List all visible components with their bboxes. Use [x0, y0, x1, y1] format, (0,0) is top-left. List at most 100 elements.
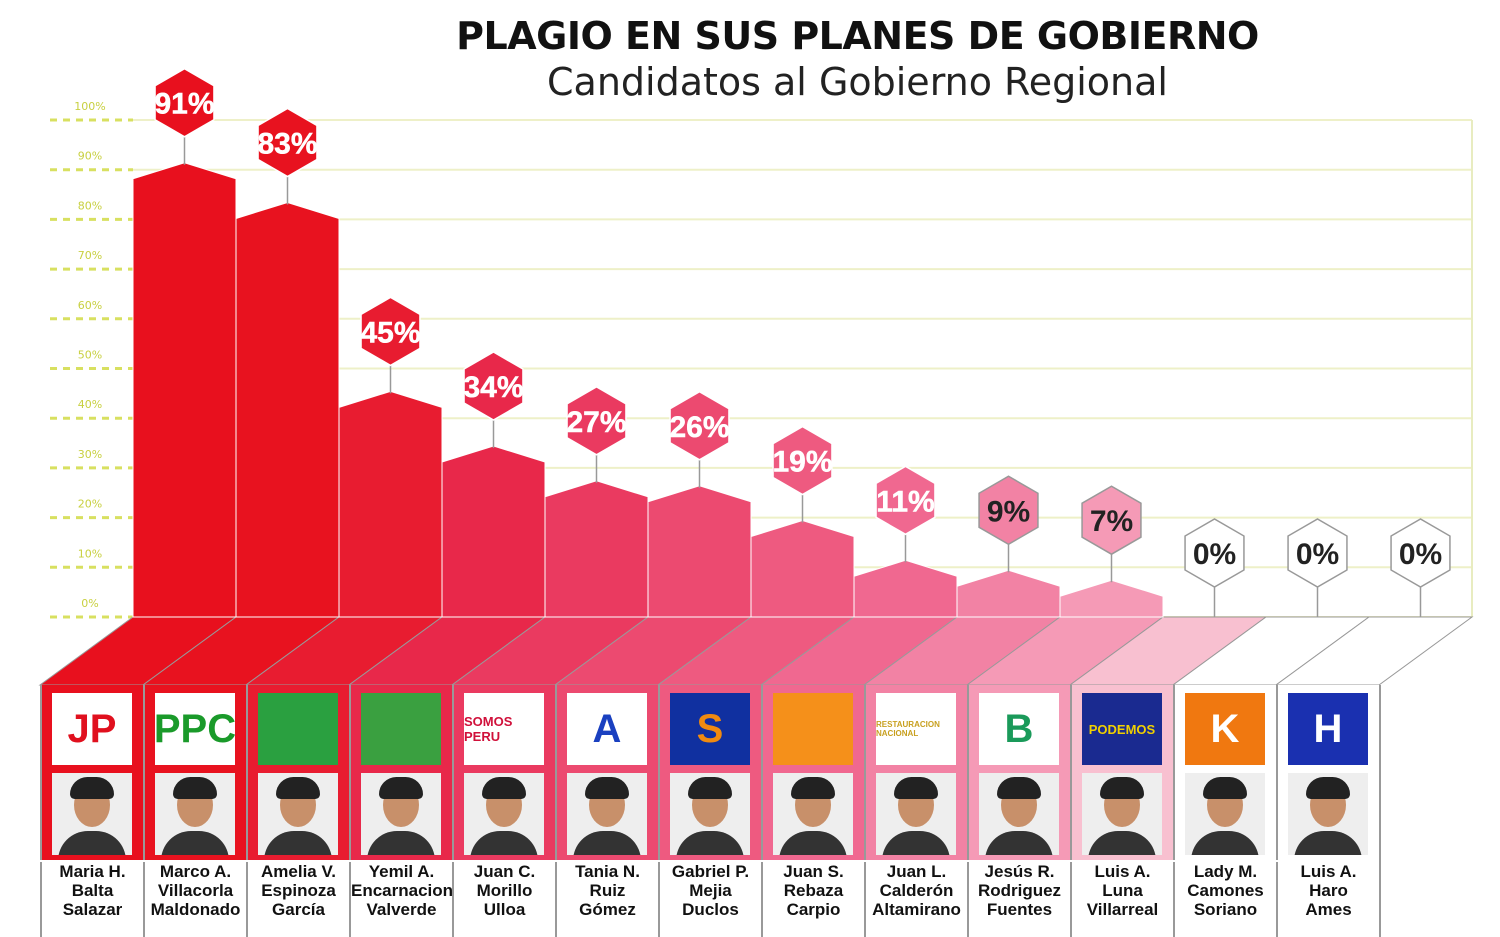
data-label: 45% — [360, 316, 420, 349]
candidate-name-line: Salazar — [62, 900, 123, 919]
value-hexagon — [669, 390, 730, 461]
candidate-name-line: Lady M. — [1193, 862, 1258, 881]
candidate-photo — [52, 773, 132, 855]
value-hexagon — [463, 351, 524, 421]
value-hexagon — [1390, 518, 1451, 588]
candidate-photo — [1082, 773, 1162, 855]
candidate-name: Juan L. Calderón Altamirano — [864, 862, 967, 937]
value-hexagon — [772, 425, 833, 496]
candidate-name-line: Valverde — [366, 900, 437, 919]
card-right-border — [1379, 685, 1381, 937]
candidate-card: S — [658, 685, 761, 860]
candidate-photo — [670, 773, 750, 855]
value-hexagon — [257, 107, 318, 178]
candidate-name-line: Ruiz — [589, 881, 626, 900]
candidate-name-line: Soriano — [1193, 900, 1258, 919]
candidate-name: Amelia V. Espinoza García — [246, 862, 349, 937]
value-hexagon — [875, 465, 936, 536]
value-hexagon — [154, 67, 215, 138]
candidate-name-line: Rodriguez — [977, 881, 1062, 900]
candidate-name-line: Calderón — [879, 881, 954, 900]
candidate-name: Juan C. Morillo Ulloa — [452, 862, 555, 937]
party-logo — [361, 693, 441, 765]
candidate-name-line: Yemil A. — [368, 862, 435, 881]
bar — [544, 480, 649, 618]
data-label: 7% — [1090, 505, 1133, 538]
candidate-card — [761, 685, 864, 860]
candidate-card: PODEMOS — [1070, 685, 1173, 860]
candidate-card — [349, 685, 452, 860]
party-logo: B — [979, 693, 1059, 765]
y-tick-label: 50% — [78, 349, 102, 362]
candidate-photo — [567, 773, 647, 855]
candidate-name-line: Luis A. — [1300, 862, 1357, 881]
candidate-card: SOMOS PERU — [452, 685, 555, 860]
bar — [235, 201, 340, 618]
candidate-name-line: Gómez — [579, 900, 636, 919]
candidate-photo — [1185, 773, 1265, 855]
party-logo: H — [1288, 693, 1368, 765]
data-label: 0% — [1296, 538, 1339, 571]
candidate-name-line: Balta — [71, 881, 114, 900]
candidate-name-line: Haro — [1309, 881, 1348, 900]
bar — [1059, 579, 1164, 618]
bar — [956, 569, 1061, 618]
y-tick-label: 10% — [78, 547, 102, 560]
candidate-name: Jesús R. Rodriguez Fuentes — [967, 862, 1070, 937]
party-logo: JP — [52, 693, 132, 765]
candidate-name: Luis A. Haro Ames — [1276, 862, 1379, 937]
bar — [132, 162, 237, 618]
party-logo: A — [567, 693, 647, 765]
candidate-name-line: Juan L. — [886, 862, 947, 881]
chart-title: PLAGIO EN SUS PLANES DE GOBIERNO — [456, 14, 1259, 58]
candidate-card: K — [1173, 685, 1276, 860]
bar — [441, 445, 546, 618]
candidate-name-line: Marco A. — [159, 862, 232, 881]
party-logo: PODEMOS — [1082, 693, 1162, 765]
candidate-name-line: Amelia V. — [261, 862, 336, 881]
candidate-card — [246, 685, 349, 860]
candidate-card: B — [967, 685, 1070, 860]
data-label: 26% — [669, 411, 729, 444]
candidate-photo — [258, 773, 338, 855]
candidate-card: JP — [40, 685, 143, 860]
party-logo: SOMOS PERU — [464, 693, 544, 765]
candidate-photo — [361, 773, 441, 855]
data-label: 27% — [566, 406, 626, 439]
bar — [647, 485, 752, 618]
candidate-name: Maria H. Balta Salazar — [40, 862, 143, 937]
y-tick-label: 60% — [78, 299, 102, 312]
candidate-photo — [464, 773, 544, 855]
party-logo: S — [670, 693, 750, 765]
value-hexagon — [978, 475, 1039, 546]
candidate-name-line: Gabriel P. — [671, 862, 750, 881]
bar — [338, 390, 443, 618]
candidate-card: RESTAURACION NACIONAL — [864, 685, 967, 860]
value-hexagon — [1287, 518, 1348, 588]
party-logo — [258, 693, 338, 765]
candidate-name-line: Altamirano — [872, 900, 961, 919]
candidate-name-line: Ulloa — [483, 900, 526, 919]
candidate-name-line: Camones — [1187, 881, 1264, 900]
value-hexagon — [360, 296, 421, 367]
data-label: 9% — [987, 495, 1030, 528]
candidate-name: Lady M. Camones Soriano — [1173, 862, 1276, 937]
candidate-card: PPC — [143, 685, 246, 860]
data-label: 11% — [876, 485, 934, 518]
candidate-photo — [1288, 773, 1368, 855]
candidate-name-line: Ames — [1305, 900, 1352, 919]
candidate-name-line: Rebaza — [783, 881, 844, 900]
candidate-name-line: Juan C. — [473, 862, 536, 881]
candidate-name-line: Luis A. — [1094, 862, 1151, 881]
data-label: 0% — [1399, 538, 1442, 571]
candidate-name-line: Tania N. — [575, 862, 640, 881]
y-tick-label: 20% — [78, 498, 102, 511]
data-label: 83% — [257, 127, 317, 160]
candidate-name: Luis A. Luna Villarreal — [1070, 862, 1173, 937]
data-label: 0% — [1193, 538, 1236, 571]
value-hexagon — [566, 385, 627, 456]
candidate-name-line: Encarnacion — [351, 881, 454, 900]
value-hexagon — [1081, 485, 1142, 556]
candidate-name-line: Maldonado — [150, 900, 241, 919]
